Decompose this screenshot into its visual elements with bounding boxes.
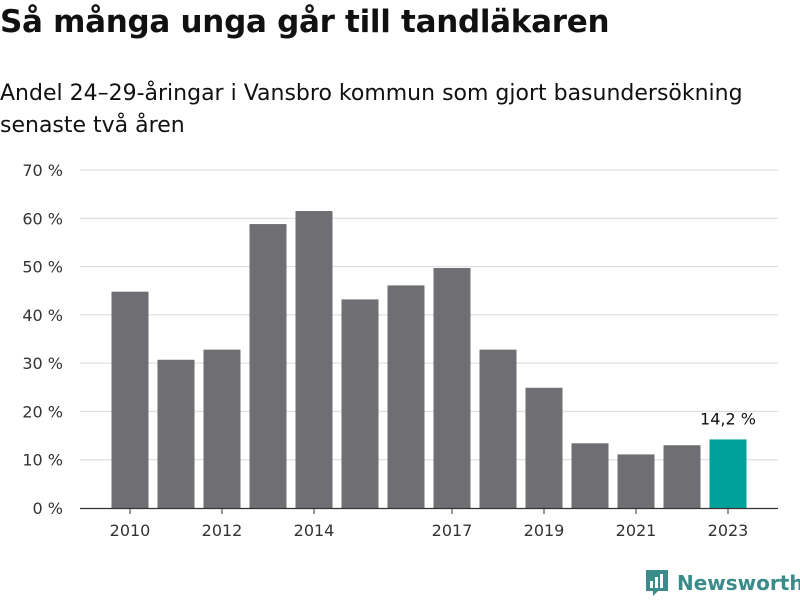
data-label-2023: 14,2 %: [700, 409, 756, 428]
x-axis-ticks: 2010 2012 2014 2017 2019 2021 2023: [110, 508, 749, 540]
bar-2019: [525, 387, 563, 508]
x-tick-label: 2019: [524, 521, 565, 540]
data-labels: 14,2 %: [700, 409, 756, 428]
y-tick-label: 50 %: [22, 258, 63, 277]
newsworthy-logo-icon: [646, 570, 668, 596]
y-tick-label: 30 %: [22, 354, 63, 373]
x-tick-label: 2012: [202, 521, 243, 540]
x-tick-label: 2017: [432, 521, 473, 540]
x-tick-label: 2021: [616, 521, 657, 540]
bar-2013: [249, 224, 287, 508]
bar-2015: [341, 299, 379, 508]
y-tick-label: 20 %: [22, 402, 63, 421]
bar-2018: [479, 349, 517, 508]
grid-lines: [80, 169, 778, 461]
bars: [111, 211, 747, 509]
bar-2010: [111, 291, 149, 508]
x-tick-label: 2023: [708, 521, 749, 540]
y-axis-ticks: 0 % 10 % 20 % 30 % 40 % 50 % 60 % 70 %: [22, 161, 63, 518]
bar-2016: [387, 285, 425, 508]
x-tick-label: 2014: [294, 521, 335, 540]
brand: Newsworthy: [644, 568, 800, 598]
x-tick-label: 2010: [110, 521, 151, 540]
bar-2011: [157, 359, 195, 508]
y-tick-label: 60 %: [22, 209, 63, 228]
brand-name: Newsworthy: [677, 571, 800, 595]
bar-2023: [709, 439, 747, 508]
chart-subtitle: Andel 24–29-åringar i Vansbro kommun som…: [0, 81, 743, 138]
bar-2022: [663, 445, 701, 508]
bar-2021: [617, 454, 655, 508]
y-tick-label: 70 %: [22, 161, 63, 180]
y-tick-label: 0 %: [33, 499, 63, 518]
bar-2020: [571, 443, 609, 508]
y-tick-label: 40 %: [22, 306, 63, 325]
bar-2017: [433, 268, 471, 508]
chart-title: Så många unga går till tandläkaren: [0, 4, 610, 40]
y-tick-label: 10 %: [22, 451, 63, 470]
bar-2012: [203, 349, 241, 508]
bar-2014: [295, 211, 333, 509]
